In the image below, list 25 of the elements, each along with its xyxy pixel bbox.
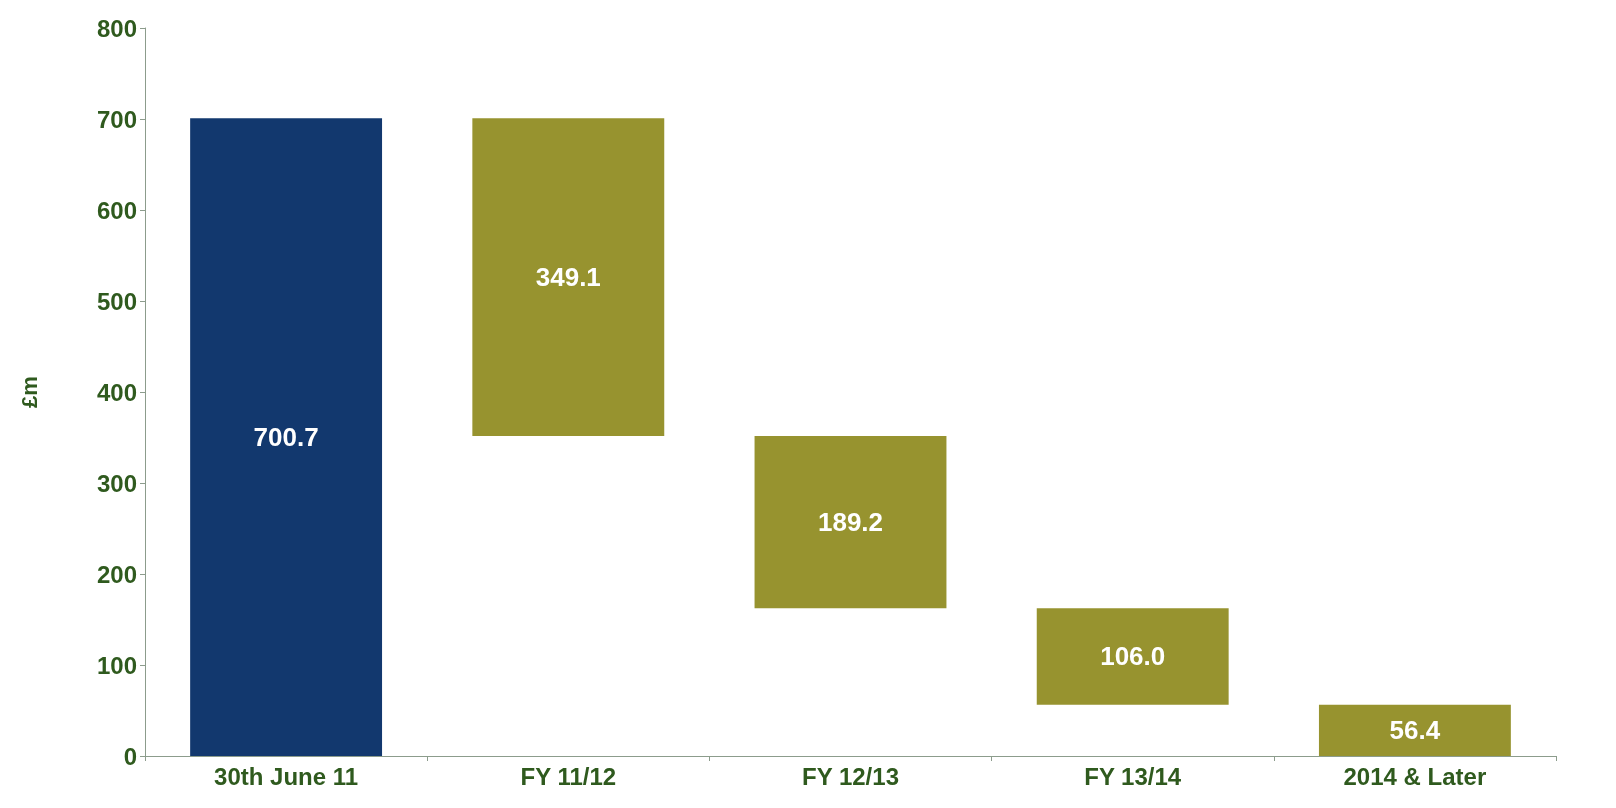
data-label: 349.1 xyxy=(535,262,601,293)
y-axis-title: £m xyxy=(16,376,42,408)
bar xyxy=(472,118,665,437)
y-tick-label: 100 xyxy=(96,651,137,679)
y-tick-label: 200 xyxy=(96,560,137,588)
bar xyxy=(754,436,947,609)
y-tick-label: 0 xyxy=(123,742,137,770)
x-tick-label: FY 12/13 xyxy=(802,762,899,790)
bar xyxy=(1318,704,1511,756)
bar xyxy=(1036,608,1229,705)
data-label: 106.0 xyxy=(1100,641,1166,672)
bar xyxy=(190,118,383,756)
y-tick-label: 400 xyxy=(96,378,137,406)
data-label: 700.7 xyxy=(253,422,319,453)
y-tick-label: 800 xyxy=(96,14,137,42)
y-tick-label: 600 xyxy=(96,196,137,224)
x-tick-label: FY 13/14 xyxy=(1084,762,1182,790)
y-tick-label: 500 xyxy=(96,287,137,315)
x-tick-label: 30th June 11 xyxy=(214,762,359,790)
y-tick-label: 300 xyxy=(96,469,137,497)
x-tick-label: 2014 & Later xyxy=(1343,762,1487,790)
data-label: 56.4 xyxy=(1389,715,1441,746)
y-tick-label: 700 xyxy=(96,105,137,133)
data-label: 189.2 xyxy=(817,507,884,538)
x-tick-label: FY 11/12 xyxy=(520,762,617,790)
